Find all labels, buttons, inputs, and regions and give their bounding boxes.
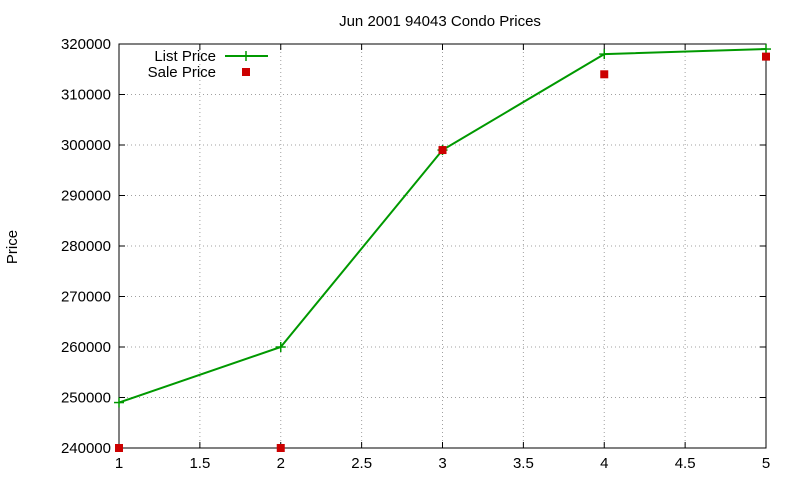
- x-tick-label: 3.5: [513, 455, 534, 472]
- sale-price-point: [762, 52, 770, 61]
- y-axis-label: Price: [4, 230, 21, 264]
- grid: [119, 44, 766, 448]
- series-layer: [114, 44, 771, 452]
- y-tick-label: 280000: [61, 238, 111, 255]
- series-sale-price: [115, 52, 770, 452]
- legend-marker: [242, 68, 250, 76]
- sale-price-point: [600, 70, 609, 79]
- y-tick-label: 240000: [61, 440, 111, 457]
- x-tick-label: 1.5: [189, 455, 210, 472]
- y-tick-label: 260000: [61, 339, 111, 356]
- sale-price-point: [115, 444, 123, 452]
- axes: 1 1.5 2 2.5 3 3.5 4 4.5 5 240000 250000 260000 27000…: [61, 36, 770, 472]
- x-tick-label: 5: [762, 455, 770, 472]
- x-tick-label: 3: [438, 455, 446, 472]
- y-tick-label: 290000: [61, 188, 111, 205]
- legend-label: Sale Price: [148, 64, 216, 81]
- y-tick-label: 320000: [61, 36, 111, 53]
- x-tick-label: 1: [115, 455, 123, 472]
- y-tick-label: 270000: [61, 289, 111, 306]
- x-tick-label: 4: [600, 455, 608, 472]
- chart-title: Jun 2001 94043 Condo Prices: [339, 13, 541, 30]
- sale-price-point: [438, 146, 447, 155]
- legend-label: List Price: [154, 48, 216, 65]
- y-tick-label: 300000: [61, 137, 111, 154]
- sale-price-point: [276, 444, 285, 452]
- y-tick-label: 310000: [61, 87, 111, 104]
- x-tick-label: 4.5: [675, 455, 696, 472]
- x-tick-label: 2.5: [351, 455, 372, 472]
- x-tick-label: 2: [277, 455, 285, 472]
- y-tick-label: 250000: [61, 390, 111, 407]
